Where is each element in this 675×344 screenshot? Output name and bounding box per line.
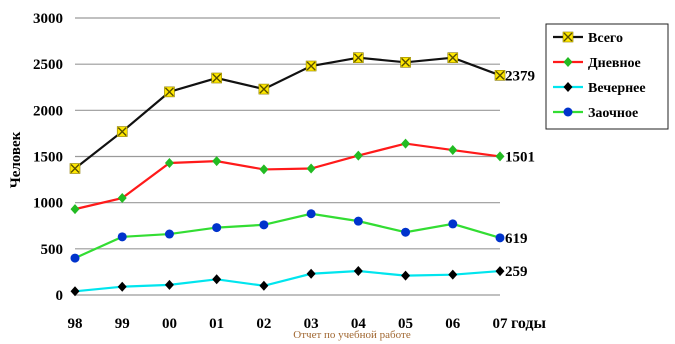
x-tick-label: 98 — [68, 316, 83, 332]
legend-item: Всего — [553, 31, 623, 46]
x-tick-label: 99 — [115, 316, 130, 332]
data-point — [353, 216, 363, 226]
x-tick-label: 00 — [162, 316, 177, 332]
y-tick-label: 2000 — [33, 103, 63, 119]
legend-item: Дневное — [553, 56, 641, 71]
y-tick-label: 2500 — [33, 57, 63, 73]
data-point — [212, 274, 222, 285]
series-Дневное — [70, 138, 505, 215]
data-point — [401, 270, 411, 281]
data-point — [164, 157, 174, 168]
data-point — [563, 82, 573, 92]
data-point — [117, 281, 127, 292]
y-tick-label: 3000 — [33, 11, 63, 27]
data-point — [164, 279, 174, 290]
data-point — [164, 229, 174, 239]
x-unit-label: годы — [511, 315, 547, 332]
data-point — [212, 223, 222, 233]
data-point — [448, 145, 458, 156]
data-point — [305, 60, 317, 72]
data-point — [401, 227, 411, 237]
legend-label: Вечернее — [588, 81, 646, 96]
x-tick-label: 05 — [398, 316, 413, 332]
data-point — [212, 156, 222, 167]
end-value-label: 2379 — [505, 68, 535, 84]
data-point — [401, 138, 411, 149]
data-point — [211, 72, 222, 84]
data-point — [70, 204, 80, 215]
series-line — [74, 212, 501, 260]
data-point — [353, 52, 364, 64]
data-point — [400, 57, 411, 68]
data-point — [495, 266, 505, 277]
series-line — [74, 56, 501, 170]
data-point — [306, 209, 316, 219]
data-point — [116, 126, 128, 137]
data-point — [69, 163, 81, 174]
watermark: Отчет по учебной работе — [293, 329, 411, 341]
data-point — [259, 164, 269, 175]
data-point — [448, 219, 458, 229]
y-tick-label: 1000 — [33, 196, 63, 212]
x-tick-labels: 98 99 00 01 02 03 04 05 06 07 — [68, 316, 509, 332]
data-point — [495, 233, 505, 243]
data-point — [164, 86, 175, 98]
data-point — [448, 269, 458, 280]
series-Заочное — [70, 209, 505, 263]
series-Всего — [69, 52, 506, 174]
data-point — [70, 253, 80, 263]
x-tick-label: 03 — [304, 316, 319, 332]
data-point — [306, 163, 316, 174]
y-tick-label: 1500 — [33, 150, 63, 166]
data-point — [259, 220, 269, 230]
y-tick-labels: 0 500 1000 1500 2000 2500 3000 — [33, 11, 63, 304]
end-value-label: 259 — [505, 264, 528, 280]
data-point — [259, 280, 269, 291]
legend-item: Вечернее — [553, 81, 646, 96]
data-point — [70, 286, 80, 297]
data-point — [447, 52, 459, 64]
legend-label: Всего — [588, 31, 623, 46]
y-axis-label: Человек — [8, 131, 24, 188]
end-value-label: 619 — [505, 231, 528, 247]
legend-label: Дневное — [588, 56, 641, 71]
series-line — [74, 269, 501, 293]
end-value-label: 1501 — [505, 149, 535, 165]
data-point — [306, 268, 316, 279]
series-group — [69, 52, 506, 297]
x-tick-label: 02 — [256, 316, 271, 332]
data-point — [562, 31, 574, 43]
series-Вечернее — [70, 265, 505, 297]
data-point — [117, 193, 127, 204]
x-tick-label: 07 — [493, 316, 509, 332]
end-labels: 2379 1501 259 619 — [505, 68, 535, 280]
data-point — [258, 83, 270, 95]
data-point — [117, 232, 127, 242]
data-point — [563, 107, 573, 117]
series-line — [74, 142, 501, 211]
y-tick-label: 500 — [41, 242, 64, 258]
data-point — [563, 57, 573, 67]
legend-label: Заочное — [588, 106, 638, 121]
x-tick-label: 01 — [209, 316, 224, 332]
data-point — [495, 151, 505, 162]
data-point — [494, 70, 506, 81]
y-tick-label: 0 — [56, 288, 64, 304]
legend-item: Заочное — [553, 106, 638, 121]
data-point — [353, 150, 363, 161]
x-tick-label: 06 — [445, 316, 461, 332]
data-point — [353, 265, 363, 276]
legend: Всего Дневное Вечернее Заочное — [545, 23, 669, 130]
x-tick-label: 04 — [351, 316, 367, 332]
